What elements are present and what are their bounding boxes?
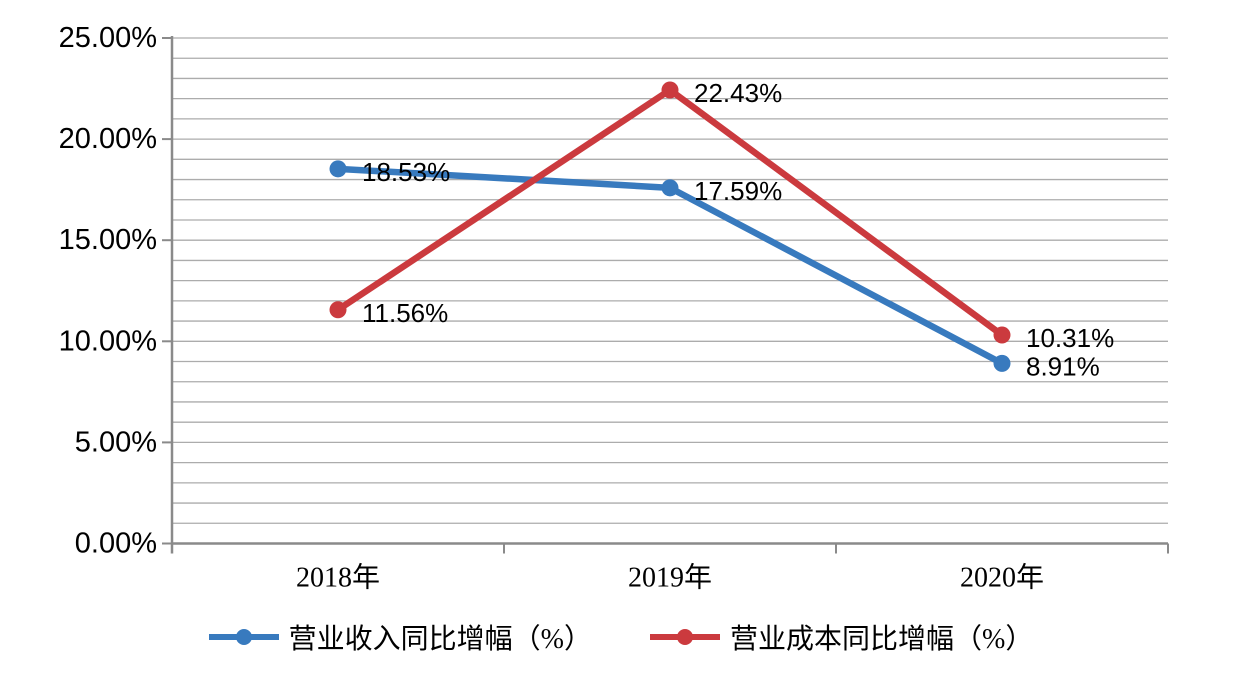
series-marker-icon bbox=[208, 629, 279, 645]
series-0-marker bbox=[329, 160, 347, 178]
series-marker-icon bbox=[650, 629, 720, 645]
legend-item-0: 营业收入同比增幅（%） bbox=[208, 617, 592, 657]
series-0-marker bbox=[993, 354, 1011, 372]
legend-label: 营业成本同比增幅（%） bbox=[730, 624, 1034, 655]
series-1-data-label: 11.56% bbox=[362, 298, 448, 328]
series-0-data-label: 18.53% bbox=[362, 157, 450, 187]
series-0-line bbox=[334, 165, 1006, 367]
y-axis-label: 0.00% bbox=[75, 528, 157, 560]
series-1-data-label: 10.31% bbox=[1026, 323, 1114, 353]
y-axis-label: 10.00% bbox=[59, 325, 157, 357]
series-1-marker bbox=[993, 326, 1011, 344]
x-axis-label: 2020年 bbox=[960, 562, 1044, 594]
series-1-data-label: 22.43% bbox=[694, 78, 782, 108]
y-axis-label: 20.00% bbox=[59, 123, 157, 155]
y-axis-label: 25.00% bbox=[59, 22, 157, 54]
series-0-marker bbox=[661, 179, 679, 197]
legend-item-1: 营业成本同比增幅（%） bbox=[650, 617, 1033, 657]
series-0-data-label: 17.59% bbox=[694, 176, 782, 206]
series-1-marker bbox=[661, 81, 679, 99]
series-0-data-label: 8.91% bbox=[1026, 351, 1100, 381]
y-axis-label: 5.00% bbox=[75, 426, 157, 458]
y-axis-label: 15.00% bbox=[59, 224, 157, 256]
x-axis-label: 2019年 bbox=[628, 562, 712, 594]
legend-label: 营业收入同比增幅（%） bbox=[288, 624, 592, 655]
series-1-marker bbox=[329, 301, 347, 319]
legend: 营业收入同比增幅（%） 营业成本同比增幅（%） bbox=[0, 617, 1242, 657]
x-axis-label: 2018年 bbox=[296, 562, 380, 594]
